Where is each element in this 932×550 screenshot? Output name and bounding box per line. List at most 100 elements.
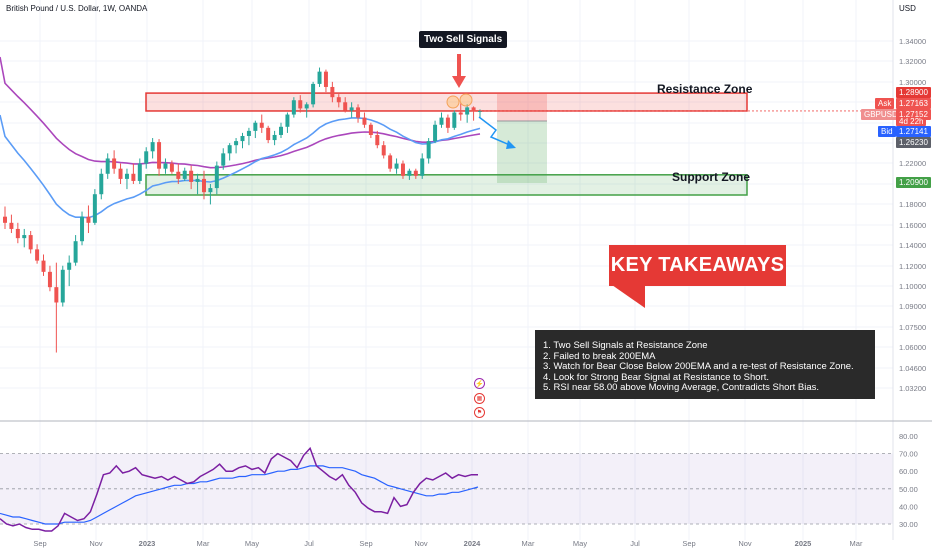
candle-body [246,130,251,136]
candle-body [47,271,52,288]
x-tick-label: 2025 [795,539,812,548]
rsi-tick-label: 80.00 [899,432,918,441]
support-price-tag: 1.20900 [896,177,931,188]
y-tick-label: 1.22000 [899,159,926,168]
x-tick-label: 2024 [464,539,482,548]
ask-price-tag: 1.27163 [896,98,931,109]
candle-body [356,107,361,118]
takeaway-4: 4. Look for Strong Bear Signal at Resist… [543,371,770,383]
lightning-icon[interactable]: ⚡ [474,378,485,389]
candle-body [208,188,213,193]
candle-body [298,100,303,109]
candle-body [124,173,129,179]
candle-body [400,163,405,176]
x-tick-label: May [573,539,587,548]
candle-body [279,126,284,135]
candle-body [272,134,277,141]
candle-body [343,102,348,111]
candle-body [9,222,14,229]
rsi-ma-line [0,465,479,525]
candle-body [336,97,341,103]
x-tick-label: Mar [850,539,863,548]
x-tick-label: Sep [33,539,46,548]
candle-body [311,83,316,105]
candle-body [285,114,290,127]
candle-body [80,216,85,242]
candle-body [105,158,110,174]
candle-body [169,163,174,172]
candle-body [195,178,200,182]
candle-body [99,173,104,195]
ema-price-tag: 1.26230 [896,137,931,148]
last-price-tag: 1.27152 [896,109,931,120]
y-tick-label: 1.07500 [899,323,926,332]
symbol-title[interactable]: British Pound / U.S. Dollar, 1W, OANDA [6,4,148,13]
takeaway-1: 1. Two Sell Signals at Resistance Zone [543,340,708,351]
candle-body [41,260,46,272]
candle-body [420,158,425,176]
x-tick-label: Mar [522,539,535,548]
candles [3,67,482,353]
candle-body [471,107,476,112]
candle-body [157,142,162,169]
candle-body [452,112,457,128]
y-tick-label: 1.12000 [899,262,926,271]
candle-body [330,86,335,98]
callout-arrow-head [452,76,466,88]
currency-label[interactable]: USD [899,4,916,13]
rsi-tick-label: 60.00 [899,467,918,476]
candle-body [375,134,380,146]
key-takeaways-tail [612,285,645,308]
y-tick-label: 1.04600 [899,364,926,373]
y-tick-label: 1.30000 [899,78,926,87]
candle-body [182,170,187,179]
takeaway-5: 5. RSI near 58.00 above Moving Average, … [543,382,820,394]
candle-body [458,112,463,115]
candle-body [381,145,386,156]
candle-body [349,107,354,111]
x-tick-label: May [245,539,259,548]
sell-signal-marker [459,93,473,107]
candle-body [214,165,219,189]
bid-price-tag: 1.27141 [896,126,931,137]
zones [145,92,748,196]
takeaway-3: 3. Watch for Bear Close Below 200EMA and… [543,361,854,373]
candle-body [227,145,232,154]
projected-path [478,116,513,147]
candle-body [28,235,33,250]
candle-body [426,141,431,159]
ask-label-tag: Ask [875,98,895,109]
x-tick-label: Jul [630,539,640,548]
ma-50-line [0,114,481,219]
x-tick-label: Jul [304,539,314,548]
candle-body [35,249,40,261]
takeaways-panel: 1. Two Sell Signals at Resistance Zone 2… [535,330,875,399]
ema-200-line [0,56,481,169]
y-tick-label: 1.18000 [899,200,926,209]
candle-body [86,216,91,223]
candle-body [413,170,418,176]
candle-body [234,141,239,146]
callout-arrow-shaft [457,54,461,76]
x-tick-label: Mar [197,539,210,548]
rsi-tick-label: 70.00 [899,450,918,459]
rsi-line [0,446,478,532]
candle-body [317,71,322,84]
candle-body [445,117,450,128]
candle-body [60,269,65,303]
candle-body [388,155,393,169]
stop-loss-box [497,93,547,121]
rsi-tick-label: 30.00 [899,520,918,529]
y-tick-label: 1.09000 [899,302,926,311]
candle-body [150,142,155,152]
y-tick-label: 1.32000 [899,57,926,66]
flag-icon[interactable]: ⚑ [474,407,485,418]
sell-signal-marker [446,95,460,109]
calendar-event-icon[interactable]: ▦ [474,393,485,404]
candle-body [54,287,59,303]
x-tick-label: Nov [738,539,752,548]
candle-body [323,71,328,87]
candle-body [253,122,258,131]
